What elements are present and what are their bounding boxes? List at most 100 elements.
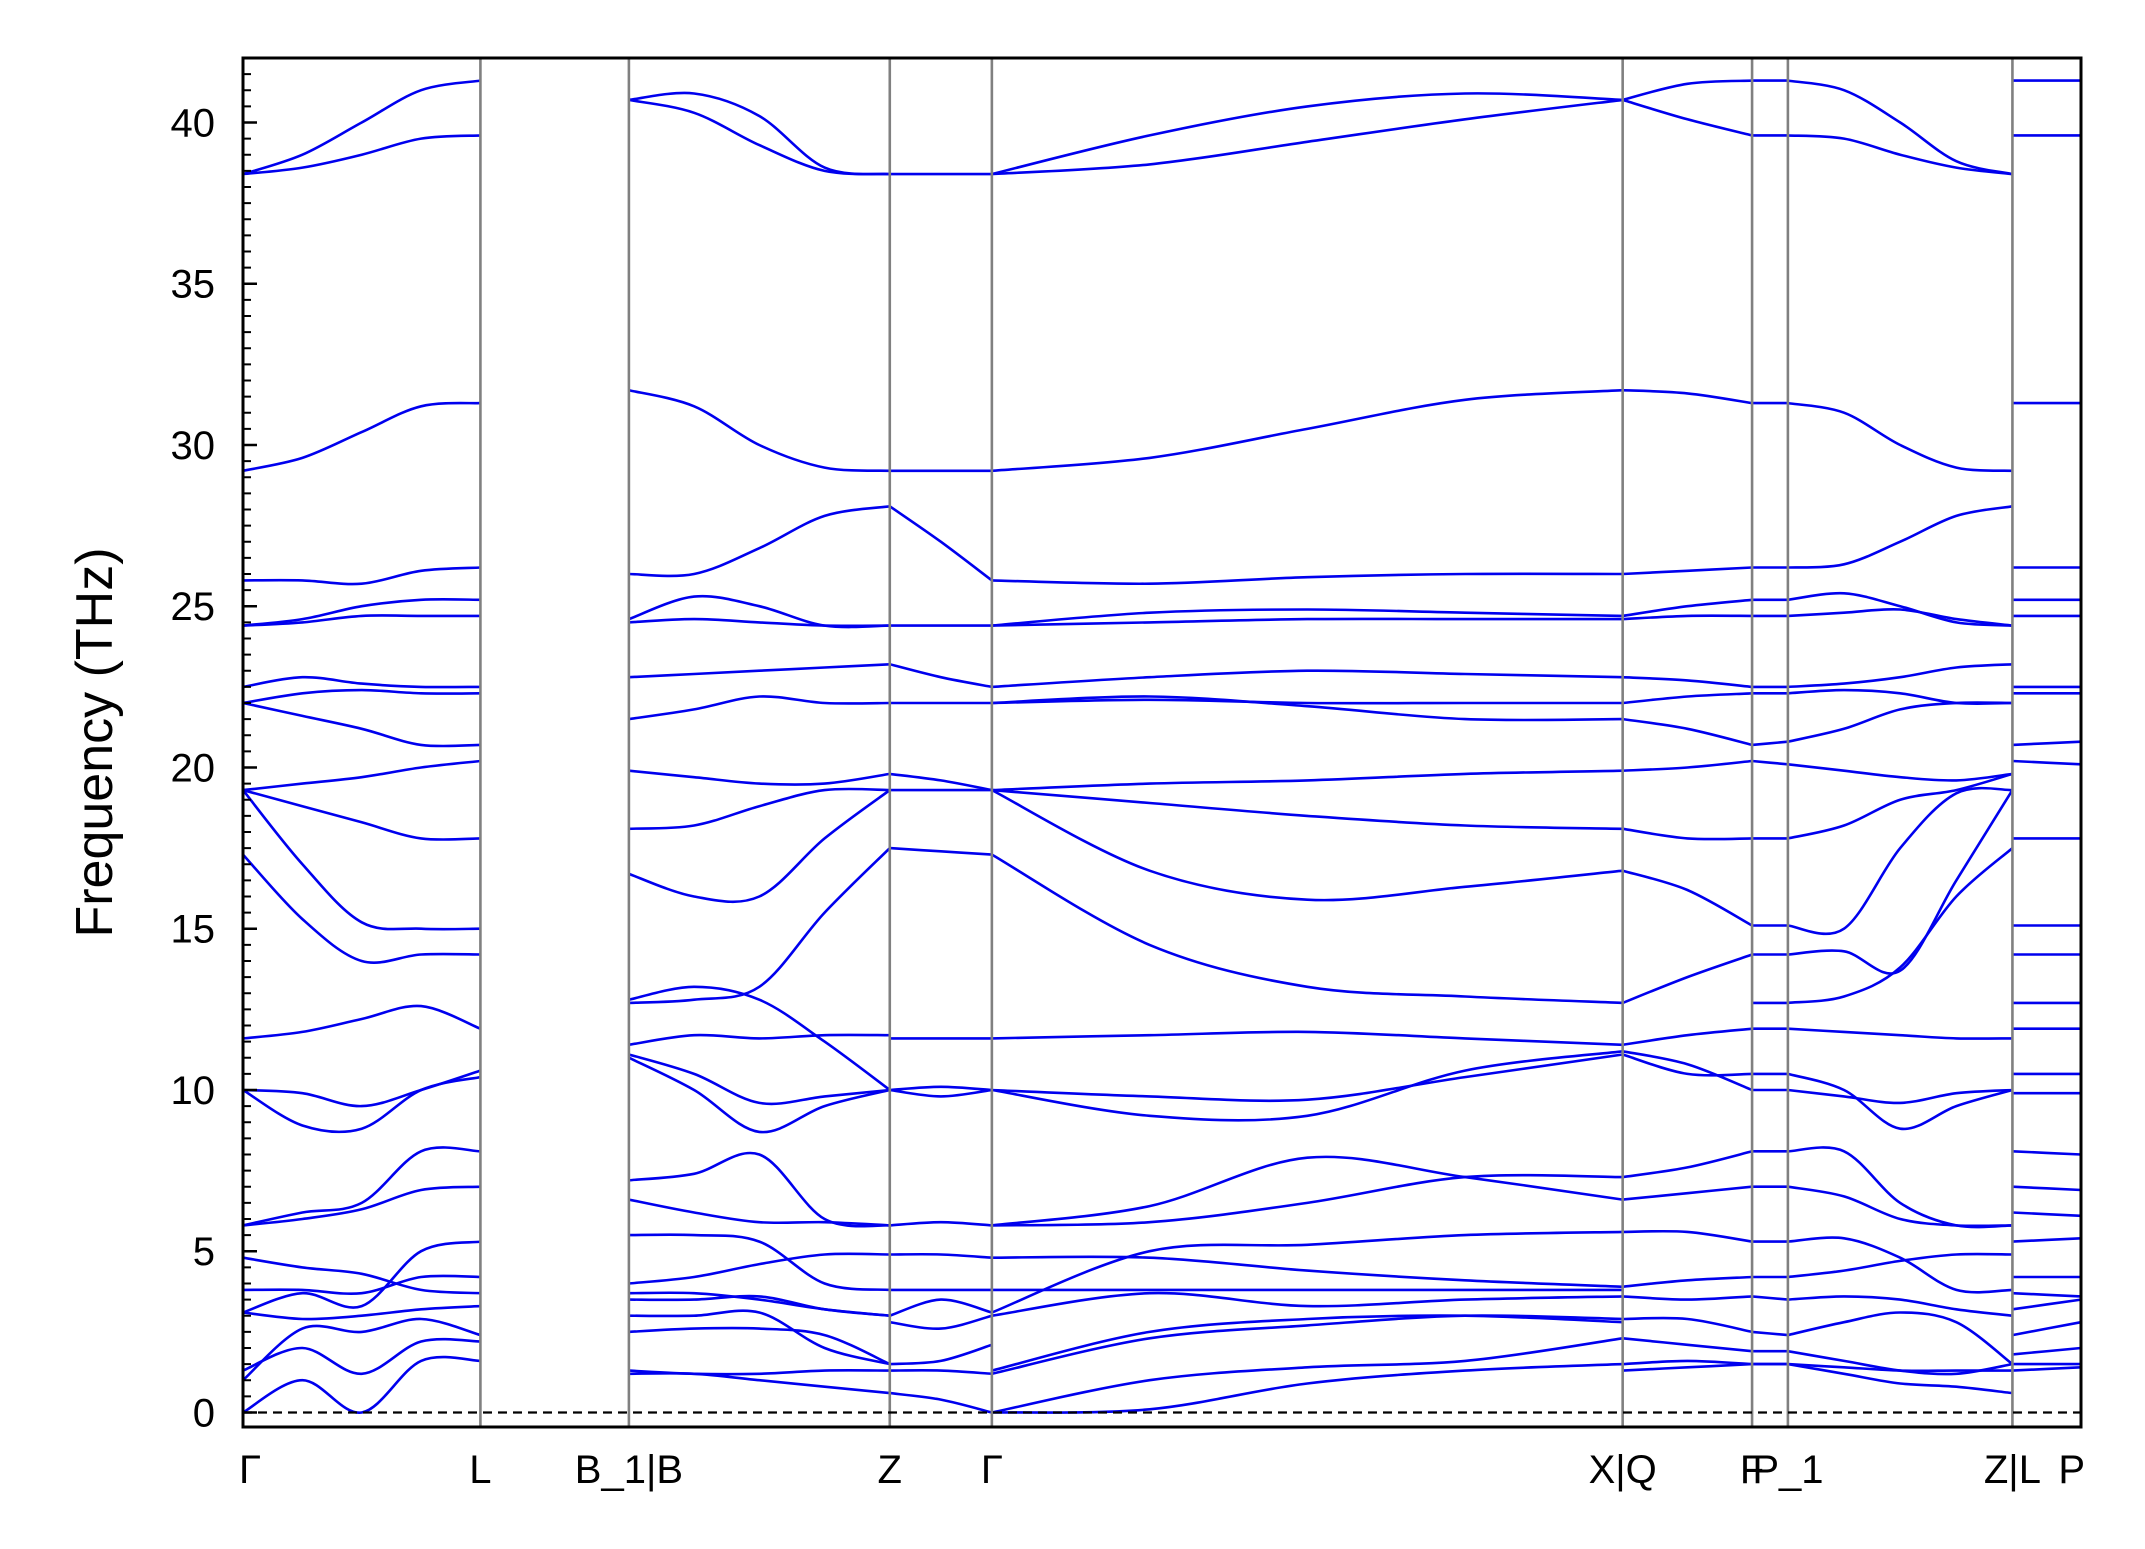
band-line-B-Z-7 [628,1252,890,1285]
band-line-Q-F-10 [1622,1050,1753,1092]
band-line-L-P-20 [2012,740,2082,747]
band-line-Q-F-18 [1622,675,1753,689]
band-line-B-Z-8 [628,1233,890,1292]
x-tick-label: B_1|B [575,1448,683,1492]
band-line-Γ-L-3 [242,1317,481,1382]
band-line-P_1-Z-21 [1787,607,2013,627]
band-line-Q-F-23 [1622,388,1753,405]
y-axis-ticks: 0 5 10 15 20 25 30 35 40 [171,57,257,1435]
band-line-B-Z-26 [628,91,890,176]
band-line-Γ-L-9 [242,1146,481,1227]
band-line-L-P-6 [2012,1291,2082,1298]
band-line-Γ-L-24 [242,134,481,176]
band-line-Q-F-20 [1622,614,1753,621]
band-line-Γ-L-14 [241,789,481,931]
band-line-B-Z-4 [628,1309,891,1366]
x-tick-label: Z|L [1984,1448,2041,1492]
y-axis-label: Frequency (THz) [66,547,124,937]
band-line-Γ-L-15 [242,788,481,841]
band-line-Γ-X-21 [991,617,1623,627]
band-line-Q-F-16 [1622,759,1753,772]
band-line-B-Z-24 [628,388,890,473]
band-line-P_1-Z-7 [1787,1236,2013,1294]
y-tick-label: 20 [171,746,216,790]
band-line-P_1-Z-14 [1787,789,2014,975]
band-line-Q-F-24 [1622,98,1753,137]
band-line-Γ-X-20 [991,669,1623,689]
band-line-Γ-X-24 [991,388,1623,473]
band-line-Γ-L-25 [242,79,481,176]
band-line-P_1-Z-26 [1787,79,2013,176]
band-line-L-P-9 [2012,1211,2082,1218]
x-axis-ticks: Γ L B_1|B Z Γ X|Q FP_1 Z|L P [239,1448,2085,1492]
band-line-Q-F-2 [1622,1359,1753,1366]
band-lines [241,79,2082,1414]
band-line-Γ-X-10 [991,1173,1623,1227]
band-line-Γ-L-20 [242,614,481,627]
band-line-Q-F-5 [1622,1295,1753,1301]
band-line-Γ-L-11 [242,1075,481,1134]
band-line-P_1-Z-25 [1787,134,2013,176]
band-line-Γ-X-4 [991,1314,1623,1372]
band-line-P_1-Z-13 [1787,847,2014,1005]
band-line-F-P_1-5 [1751,1295,1789,1301]
band-line-Z-Γ-3 [889,1343,993,1366]
band-line-Q-F-12 [1622,1027,1753,1047]
band-line-Γ-X-23 [991,572,1623,586]
band-line-B-Z-9 [628,1151,890,1228]
band-line-Z-Γ-7 [889,1252,992,1259]
band-line-Q-F-8 [1622,1150,1753,1179]
band-line-P_1-Z-22 [1787,591,2013,627]
y-tick-label: 35 [171,263,216,307]
band-line-Γ-L-6 [242,1274,481,1295]
band-line-Q-F-25 [1622,79,1753,102]
band-line-Γ-X-8 [991,1255,1623,1288]
x-tick-label: L [469,1448,491,1492]
band-line-B-Z-10 [628,1198,890,1227]
band-line-L-P-3 [2012,1346,2082,1356]
band-line-Q-F-15 [1622,827,1753,841]
band-line-Γ-L-5 [242,1240,481,1314]
band-line-P_1-Z-5 [1787,1295,2013,1317]
band-line-L-P-19 [2012,759,2082,766]
band-line-B-Z-17 [628,787,890,831]
high-symmetry-lines [479,58,2014,1427]
band-line-Q-F-9 [1622,1185,1753,1201]
band-line-B-Z-20 [628,663,890,679]
band-line-Γ-X-19 [991,698,1623,705]
plot-frame [241,56,2083,1429]
band-line-B-Z-18 [628,769,891,786]
band-line-B-Z-14 [628,847,891,1005]
band-line-Z-Γ-10 [889,1085,992,1092]
band-line-Q-F-21 [1622,598,1753,618]
band-line-Γ-L-16 [242,759,481,792]
x-tick-label: F [1740,1448,1764,1492]
band-line-L-P-4 [2012,1320,2082,1337]
band-line-Q-F-19 [1622,692,1753,705]
x-tick-label: P [2058,1448,2085,1492]
band-line-Γ-X-14 [991,853,1623,1005]
band-line-Γ-X-6 [991,1230,1623,1314]
band-line-Z-Γ-12 [889,846,992,856]
band-line-Γ-L-8 [242,1185,481,1227]
band-line-Γ-X-16 [991,788,1623,831]
band-line-B-Z-16 [628,789,891,904]
band-line-L-P-11 [2012,1150,2082,1156]
axes [241,56,2083,1429]
band-line-Γ-L-1 [242,1355,481,1414]
y-tick-label: 0 [193,1391,215,1435]
band-line-Γ-X-26 [991,98,1623,176]
band-line-B-Z-13 [628,1033,890,1047]
band-line-Γ-X-1 [991,1362,1623,1414]
band-line-B-Z-3 [628,1326,891,1366]
band-line-Γ-L-21 [242,598,481,627]
band-line-P_1-Z-19 [1787,688,2013,706]
band-line-L-P-10 [2012,1185,2082,1192]
y-tick-label: 10 [171,1069,216,1113]
band-line-F-P_1-17 [1751,759,1789,766]
band-line-Q-F-22 [1622,566,1753,576]
band-line-Γ-X-22 [991,608,1623,627]
x-tick-label: Γ [239,1448,261,1492]
band-line-B-Z-23 [628,505,890,578]
band-line-P_1-Z-12 [1787,1027,2013,1040]
